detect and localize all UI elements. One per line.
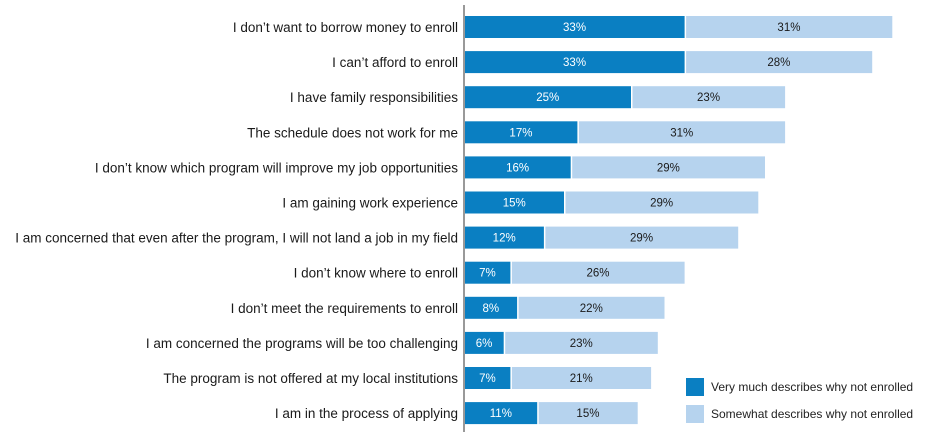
data-label-very-much: 25% [536,92,559,104]
category-label: I don’t want to borrow money to enroll [233,20,458,35]
data-label-somewhat: 22% [580,303,603,315]
category-label: The schedule does not work for me [247,125,458,140]
data-label-very-much: 11% [490,408,512,420]
data-label-very-much: 12% [493,233,516,245]
data-label-somewhat: 21% [570,373,593,385]
bar-very-much [465,51,685,74]
data-label-somewhat: 26% [586,268,609,280]
category-label: The program is not offered at my local i… [163,371,458,386]
bar-somewhat [538,402,638,425]
category-label: I am in the process of applying [275,406,458,421]
category-label: I don’t meet the requirements to enroll [231,301,458,316]
bar-somewhat [518,296,665,319]
bar-somewhat [686,16,893,38]
bar-very-much [465,191,564,214]
data-label-somewhat: 23% [697,92,720,104]
legend-swatch-very-much [686,378,704,396]
data-label-very-much: 8% [482,303,499,315]
bar-very-much [465,226,544,249]
legend: Very much describes why not enrolled Som… [686,378,913,432]
data-label-somewhat: 28% [767,57,790,69]
bar-somewhat [511,367,652,389]
bar-very-much [465,367,511,389]
bar-somewhat [545,226,739,249]
category-label: I am concerned that even after the progr… [15,231,458,246]
data-label-somewhat: 29% [657,162,680,174]
legend-item-somewhat: Somewhat describes why not enrolled [686,405,913,423]
legend-swatch-somewhat [686,405,704,423]
legend-label-somewhat: Somewhat describes why not enrolled [711,407,914,421]
bar-very-much [465,121,578,144]
bar-somewhat [572,156,765,179]
data-label-somewhat: 31% [777,22,800,34]
bar-somewhat [686,51,873,74]
data-label-very-much: 15% [503,198,526,210]
bar-somewhat [632,86,786,109]
bar-very-much [465,402,538,425]
category-label: I don’t know where to enroll [294,266,458,281]
data-label-very-much: 7% [479,268,496,280]
data-label-very-much: 16% [506,162,529,174]
bar-somewhat [511,261,685,284]
legend-label-very-much: Very much describes why not enrolled [711,380,914,394]
data-label-very-much: 7% [479,373,496,385]
bar-very-much [465,331,504,354]
bar-very-much [465,261,511,284]
bar-very-much [465,156,571,179]
bar-very-much [465,86,631,109]
legend-item-very-much: Very much describes why not enrolled [686,378,913,396]
category-label: I am concerned the programs will be too … [146,336,458,351]
bar-somewhat [505,331,658,354]
data-label-somewhat: 29% [630,233,653,245]
data-label-somewhat: 29% [650,198,673,210]
data-label-somewhat: 31% [670,127,693,139]
data-label-very-much: 33% [563,57,586,69]
data-label-somewhat: 23% [570,338,593,350]
category-label: I am gaining work experience [282,196,458,211]
data-label-somewhat: 15% [576,408,599,420]
bar-somewhat [565,191,759,214]
data-label-very-much: 6% [476,338,493,350]
bar-somewhat [578,121,786,144]
data-label-very-much: 33% [563,22,586,34]
bar-very-much [465,296,518,319]
category-label: I have family responsibilities [290,90,458,105]
category-label: I don’t know which program will improve … [95,160,458,175]
bar-very-much [465,16,685,38]
data-label-very-much: 17% [509,127,532,139]
category-label: I can’t afford to enroll [332,55,458,70]
